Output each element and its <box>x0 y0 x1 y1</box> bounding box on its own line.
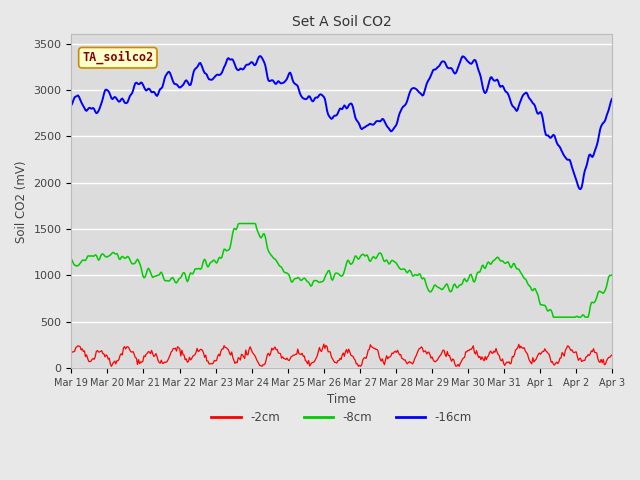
Y-axis label: Soil CO2 (mV): Soil CO2 (mV) <box>15 160 28 242</box>
Title: Set A Soil CO2: Set A Soil CO2 <box>292 15 392 29</box>
Legend: -2cm, -8cm, -16cm: -2cm, -8cm, -16cm <box>207 407 477 429</box>
X-axis label: Time: Time <box>327 394 356 407</box>
Text: TA_soilco2: TA_soilco2 <box>82 51 154 64</box>
